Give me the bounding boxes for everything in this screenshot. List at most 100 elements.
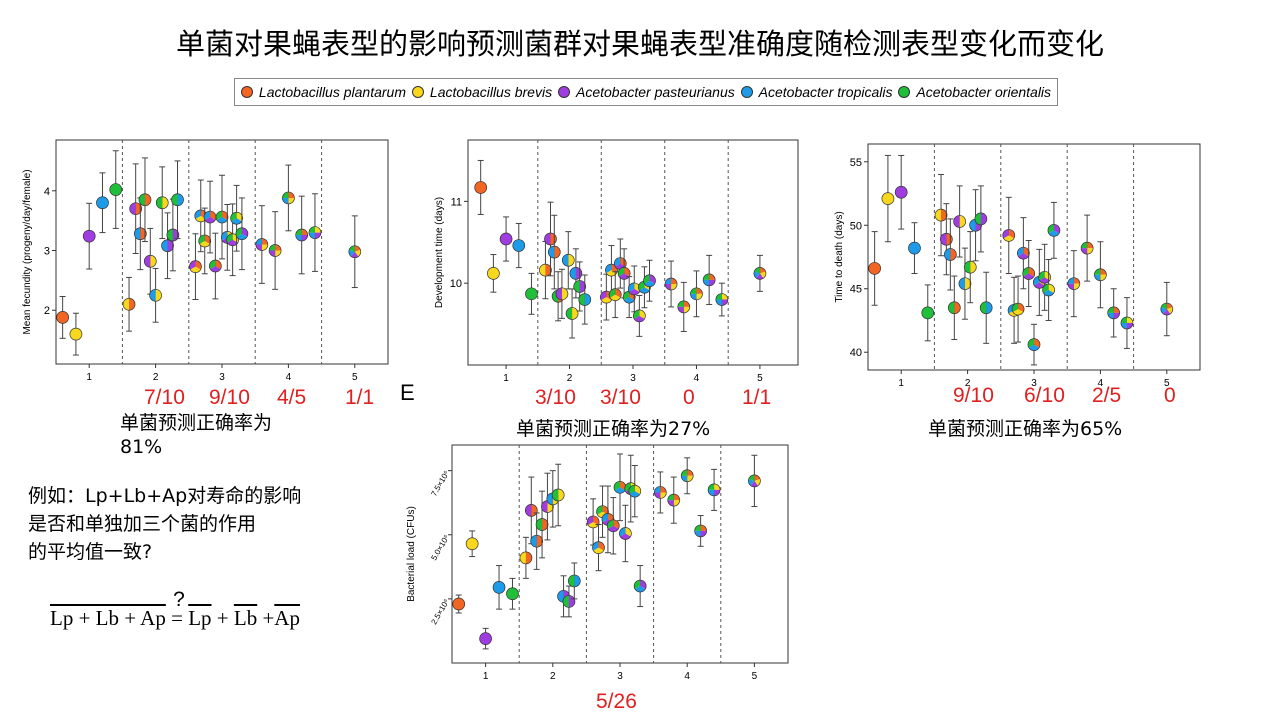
data-point bbox=[633, 565, 647, 608]
point-outline bbox=[348, 245, 362, 259]
data-point bbox=[664, 260, 678, 308]
data-point bbox=[1042, 259, 1055, 321]
point-slice bbox=[1081, 242, 1088, 249]
point-slice bbox=[536, 518, 543, 531]
data-point bbox=[953, 185, 966, 258]
data-point bbox=[963, 231, 977, 304]
point-slice bbox=[964, 261, 971, 274]
point-slice bbox=[210, 266, 221, 273]
point-slice bbox=[677, 306, 684, 313]
data-point bbox=[215, 174, 229, 260]
point-slice bbox=[683, 300, 690, 307]
point-slice bbox=[162, 196, 169, 209]
y-tick-label: 3 bbox=[44, 246, 50, 258]
point-marker bbox=[525, 287, 538, 301]
point-outline bbox=[934, 208, 948, 222]
data-point bbox=[707, 468, 721, 511]
data-point bbox=[530, 512, 544, 570]
point-slice bbox=[545, 264, 552, 277]
formula-plus-2: + bbox=[262, 606, 275, 630]
chart-svg: 1 2 3 4 5 2.5×10⁶ 5.0×10⁶ 7.5×10⁶ Bacterial load… bbox=[406, 444, 789, 682]
point-slice bbox=[1081, 248, 1088, 255]
point-outline bbox=[569, 267, 583, 280]
data-point bbox=[499, 216, 513, 262]
formula-term-ap: Ap bbox=[274, 606, 300, 630]
point-slice bbox=[969, 219, 976, 232]
data-point bbox=[947, 275, 961, 341]
point-slice bbox=[958, 277, 965, 290]
point-slice bbox=[548, 246, 555, 259]
point-slice bbox=[1100, 268, 1107, 275]
data-point bbox=[82, 202, 96, 270]
point-slice bbox=[667, 500, 674, 507]
point-slice bbox=[629, 491, 640, 498]
point-slice bbox=[639, 287, 650, 294]
data-point bbox=[122, 276, 136, 332]
data-point bbox=[748, 454, 761, 508]
point-slice bbox=[1003, 235, 1014, 242]
legend-label-a-orientalis: Acetobacter orientalis bbox=[916, 84, 1052, 100]
y-tick-label: 45 bbox=[850, 284, 862, 296]
point-slice bbox=[690, 287, 697, 294]
data-point bbox=[934, 173, 948, 257]
point-outline bbox=[1038, 270, 1051, 284]
point-slice bbox=[665, 284, 672, 290]
legend-dot-a-tropicalis bbox=[740, 86, 753, 98]
point-slice bbox=[557, 590, 564, 603]
formula-equals: ? = bbox=[171, 588, 185, 630]
data-point bbox=[255, 205, 269, 284]
point-slice bbox=[216, 217, 228, 224]
point-outline bbox=[578, 293, 592, 306]
data-point bbox=[171, 160, 184, 240]
data-point bbox=[138, 157, 152, 243]
data-point bbox=[203, 180, 217, 254]
point-slice bbox=[687, 469, 694, 476]
point-slice bbox=[587, 521, 599, 528]
point-slice bbox=[629, 288, 640, 295]
point-slice bbox=[282, 191, 289, 198]
point-outline bbox=[535, 518, 549, 531]
point-slice bbox=[748, 474, 755, 481]
data-point bbox=[868, 231, 881, 306]
point-slice bbox=[614, 487, 626, 494]
point-slice bbox=[750, 480, 758, 487]
point-slice bbox=[703, 279, 710, 286]
point-slice bbox=[129, 202, 136, 215]
point-slice bbox=[138, 193, 145, 206]
point-outline bbox=[235, 227, 249, 241]
point-slice bbox=[227, 239, 238, 246]
data-point bbox=[209, 232, 222, 300]
data-point bbox=[908, 222, 921, 275]
point-slice bbox=[1166, 307, 1173, 314]
point-outline bbox=[226, 233, 239, 247]
y-axis-label: Development time (days) bbox=[434, 197, 445, 308]
point-slice bbox=[1067, 283, 1074, 290]
data-point bbox=[308, 193, 322, 272]
point-slice bbox=[608, 525, 619, 532]
point-slice bbox=[231, 218, 242, 225]
x-tick-label: 4 bbox=[694, 373, 700, 384]
chart-svg: 1 2 3 4 5 2 3 4 Mean fecundity (progeny/day/fema… bbox=[22, 139, 389, 383]
point-slice bbox=[667, 494, 674, 501]
point-slice bbox=[1126, 317, 1133, 324]
point-marker bbox=[96, 196, 109, 210]
point-slice bbox=[754, 479, 761, 486]
point-slice bbox=[288, 191, 295, 198]
point-slice bbox=[660, 486, 667, 493]
point-slice bbox=[1113, 306, 1120, 313]
y-tick-label: 55 bbox=[850, 157, 862, 169]
point-slice bbox=[544, 233, 551, 245]
point-outline bbox=[680, 469, 694, 483]
point-marker bbox=[506, 587, 519, 601]
fecundity-accuracy-line1: 单菌预测正确率为 bbox=[120, 412, 273, 434]
data-point bbox=[69, 312, 83, 356]
data-point bbox=[943, 218, 957, 291]
point-slice bbox=[308, 232, 315, 239]
fecundity-ratio-4: 4/5 bbox=[277, 386, 307, 409]
point-slice bbox=[1113, 312, 1120, 319]
point-slice bbox=[519, 551, 526, 564]
point-slice bbox=[1073, 277, 1080, 284]
point-slice bbox=[671, 284, 678, 290]
point-outline bbox=[1011, 302, 1025, 316]
